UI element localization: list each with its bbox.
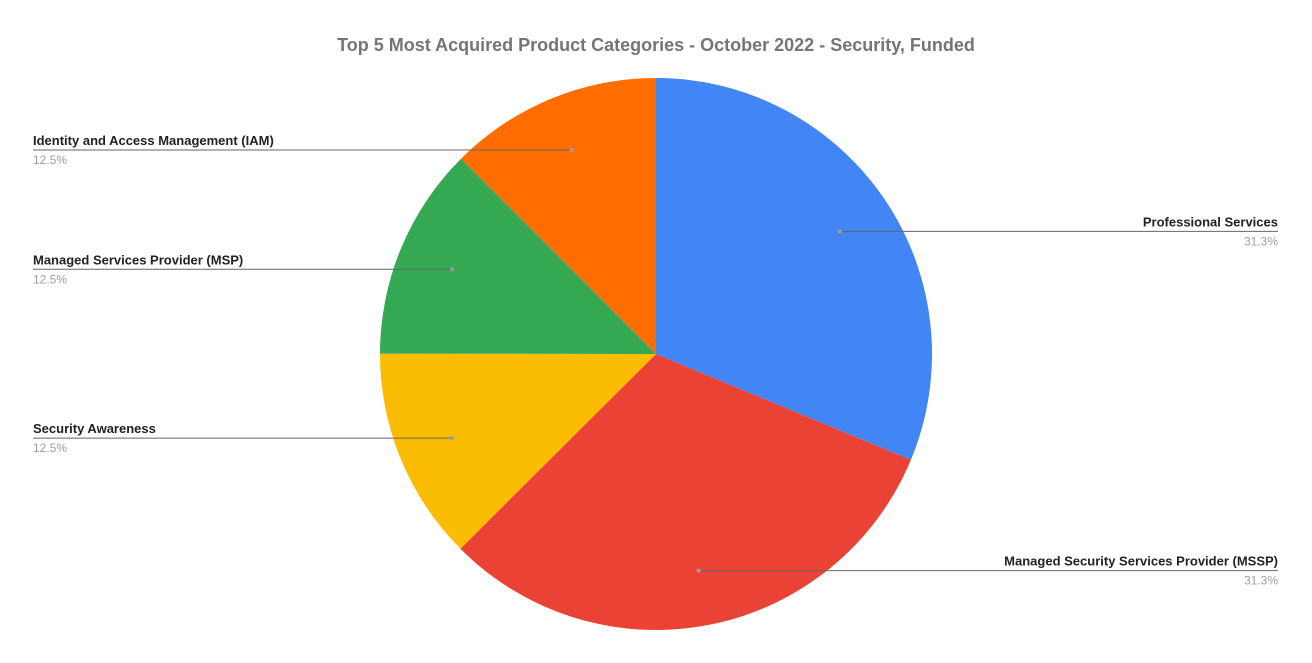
pie-slice-security-awareness: [379, 353, 656, 549]
slice-label-value: 31.3%: [1244, 234, 1278, 248]
slice-label-professional-services: Professional Services 31.3%: [837, 214, 1278, 248]
slice-label-security-awareness: Security Awareness 12.5%: [33, 421, 454, 455]
slice-label-value: 12.5%: [33, 441, 67, 455]
slice-label-value: 12.5%: [33, 272, 67, 286]
leader-dot: [449, 436, 454, 441]
leader-dot: [450, 267, 455, 272]
slice-label-name: Identity and Access Management (IAM): [33, 133, 274, 148]
pie-slice-managed-security-services-provider-mssp: [460, 354, 911, 631]
pie-slices: [379, 78, 933, 631]
slice-label-name: Professional Services: [1143, 214, 1278, 229]
slice-label-identity-and-access-management-iam: Identity and Access Management (IAM) 12.5…: [33, 133, 574, 167]
leader-dot: [569, 148, 574, 152]
slice-label-managed-services-provider-msp: Managed Services Provider (MSP) 12.5%: [33, 252, 455, 286]
slice-label-value: 31.3%: [1244, 574, 1278, 588]
leader-dot: [837, 229, 842, 234]
pie-slice-professional-services: [656, 78, 933, 460]
pie-slice-identity-and-access-management-iam: [460, 78, 656, 354]
slice-label-name: Managed Services Provider (MSP): [33, 252, 243, 267]
chart-title: Top 5 Most Acquired Product Categories -…: [337, 35, 975, 55]
slice-label-managed-security-services-provider-mssp: Managed Security Services Provider (MSSP…: [696, 554, 1278, 588]
slice-label-name: Security Awareness: [33, 421, 156, 436]
slice-label-name: Managed Security Services Provider (MSSP…: [1004, 554, 1278, 569]
slice-labels: Professional Services 31.3% Managed Securi…: [33, 133, 1278, 588]
slice-label-value: 12.5%: [33, 153, 67, 167]
leader-dot: [696, 568, 701, 573]
pie-slice-managed-services-provider-msp: [380, 158, 656, 354]
